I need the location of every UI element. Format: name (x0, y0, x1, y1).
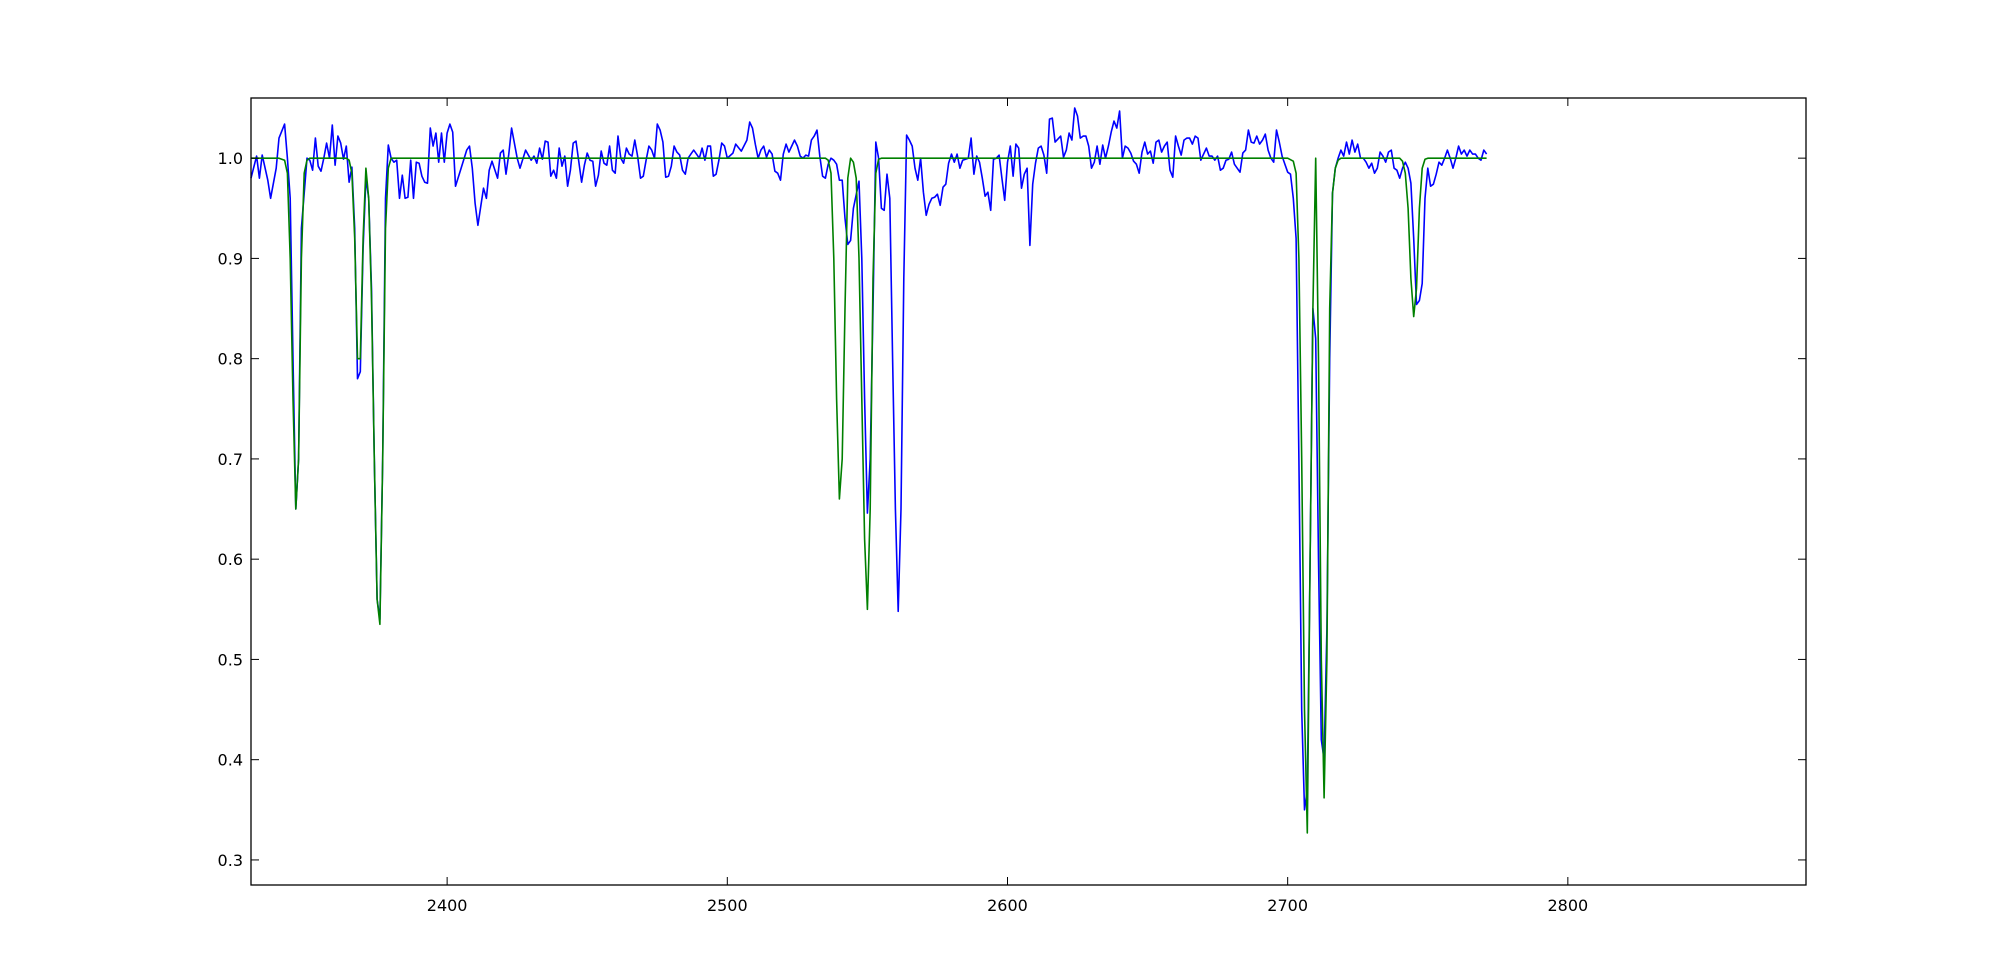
x-tick-label: 2400 (427, 896, 468, 915)
y-tick-label: 0.5 (218, 650, 243, 669)
y-tick-label: 0.4 (218, 751, 243, 770)
x-tick-label: 2500 (707, 896, 748, 915)
y-tick-label: 0.9 (218, 249, 243, 268)
plot-frame (250, 97, 1807, 886)
y-tick-label: 0.8 (218, 350, 243, 369)
x-tick-label: 2800 (1547, 896, 1588, 915)
x-tick-label: 2700 (1267, 896, 1308, 915)
series-layer (250, 107, 1488, 834)
y-tick-label: 0.7 (218, 450, 243, 469)
x-tick-label: 2600 (987, 896, 1028, 915)
series-line-2 (251, 157, 1487, 834)
y-tick-label: 0.3 (218, 851, 243, 870)
y-tick-label: 0.6 (218, 550, 243, 569)
y-axis: 0.3 0.4 0.5 0.6 0.7 0.8 0.9 1.0 (218, 149, 1806, 870)
y-tick-label: 1.0 (218, 149, 243, 168)
series-line-1 (250, 107, 1488, 811)
x-axis: 2400 2500 2600 2700 2800 (427, 98, 1588, 915)
